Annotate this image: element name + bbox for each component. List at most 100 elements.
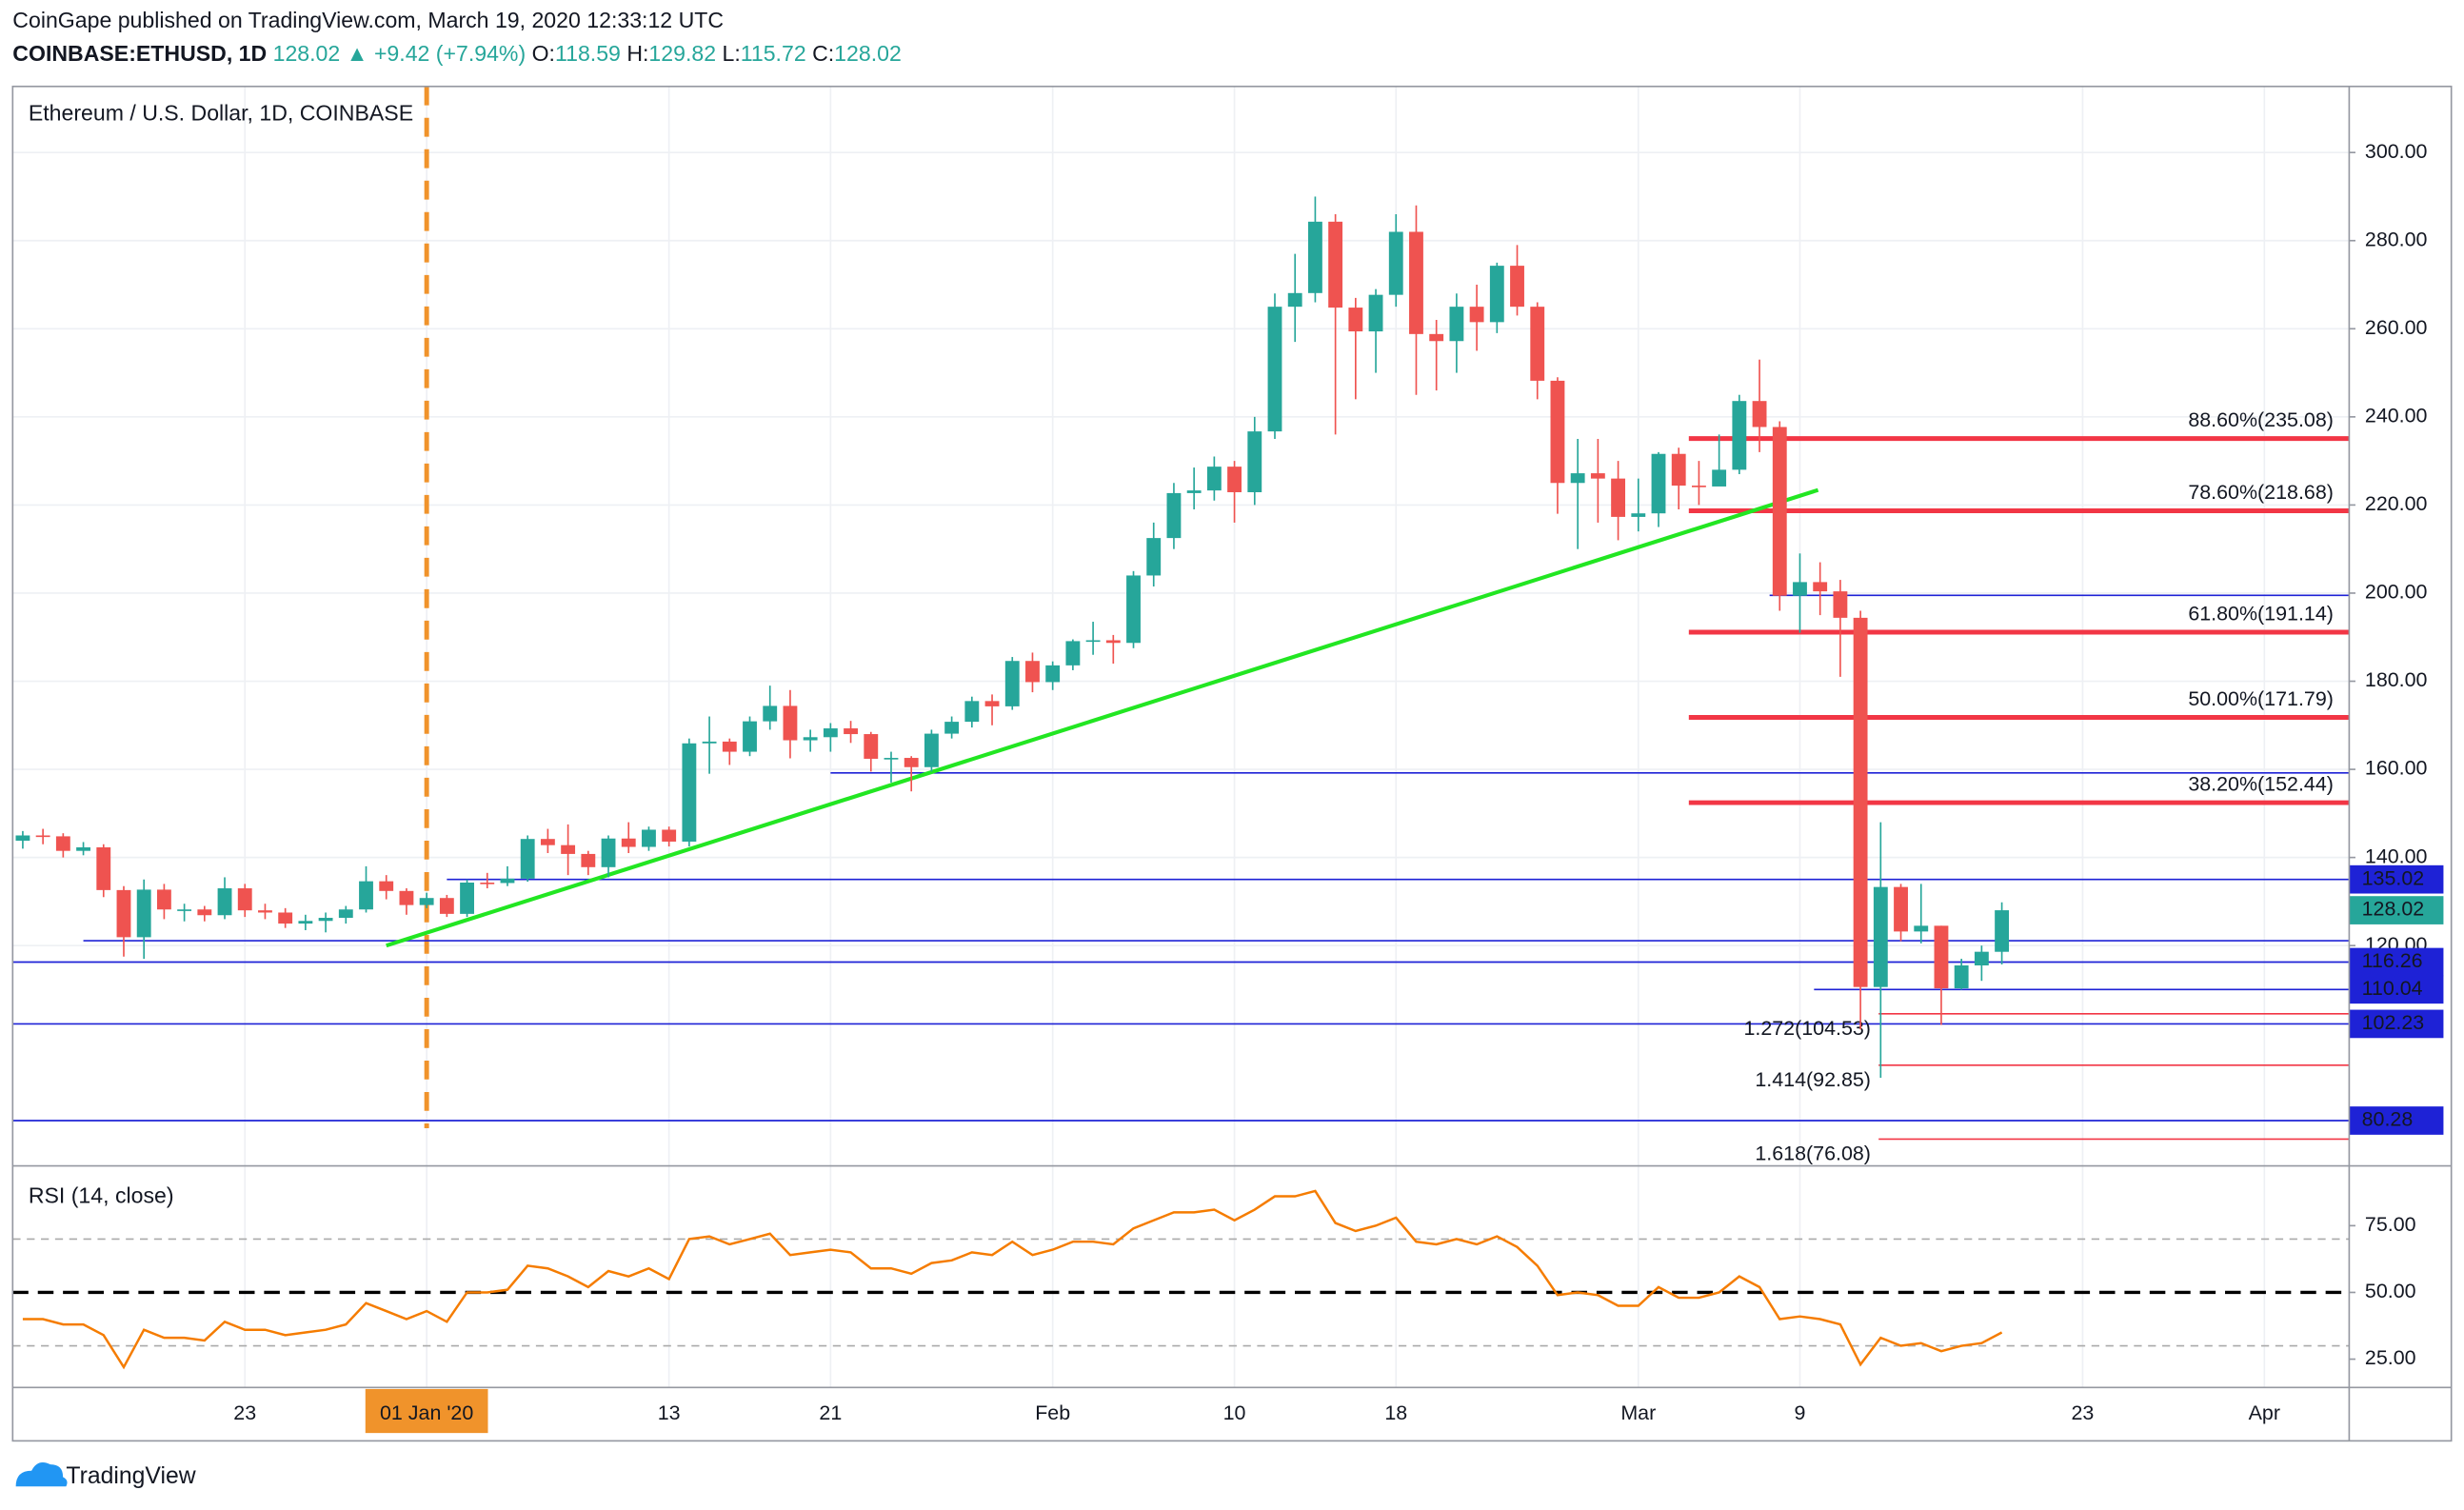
candle-body bbox=[944, 722, 960, 734]
candle-body bbox=[156, 889, 171, 910]
x-tick-label: 13 bbox=[658, 1401, 681, 1424]
frame bbox=[11, 85, 2453, 1442]
extension-label: 1.618(76.08) bbox=[1755, 1142, 1871, 1165]
candle-body bbox=[984, 701, 1000, 706]
candle-body bbox=[884, 758, 899, 760]
symbol-line: COINBASE:ETHUSD, 1D 128.02 ▲ +9.42 (+7.9… bbox=[12, 41, 902, 66]
chart-title: Ethereum / U.S. Dollar, 1D, COINBASE bbox=[29, 101, 413, 126]
candle-body bbox=[1085, 640, 1101, 643]
candle-body bbox=[1247, 431, 1262, 492]
candle-body bbox=[298, 921, 313, 924]
candle-body bbox=[96, 846, 111, 890]
candle-body bbox=[621, 838, 636, 847]
x-tick-label: 18 bbox=[1384, 1401, 1407, 1424]
candle-body bbox=[1227, 467, 1242, 492]
candle-body bbox=[823, 728, 838, 738]
candle-body bbox=[1914, 925, 1929, 932]
rsi-title: RSI (14, close) bbox=[29, 1183, 174, 1208]
candle-body bbox=[1752, 401, 1767, 427]
x-tick-label: 23 bbox=[2071, 1401, 2094, 1424]
ohlc-label: H: bbox=[626, 41, 648, 66]
price-box-label: 80.28 bbox=[2362, 1108, 2414, 1131]
y-tick-label: 220.00 bbox=[2365, 492, 2428, 515]
candle-body bbox=[217, 888, 232, 916]
candle-body bbox=[1934, 925, 1949, 989]
candle-body bbox=[258, 910, 272, 913]
candle-body bbox=[1732, 401, 1747, 470]
candle-body bbox=[1267, 307, 1282, 432]
price-box bbox=[2349, 975, 2444, 1004]
x-tick-label: 21 bbox=[819, 1401, 842, 1424]
candle-body bbox=[177, 909, 192, 911]
candle-body bbox=[500, 878, 515, 884]
candle-body bbox=[1772, 427, 1787, 596]
candle-body bbox=[1206, 467, 1222, 491]
ohlc-value: 129.82 bbox=[648, 41, 716, 66]
candle-body bbox=[1328, 221, 1343, 308]
candle-body bbox=[581, 853, 596, 867]
x-tick-label: Apr bbox=[2249, 1401, 2280, 1424]
x-tick-label: 9 bbox=[1795, 1401, 1806, 1424]
candle-body bbox=[480, 883, 495, 884]
y-tick-label: 140.00 bbox=[2365, 844, 2428, 867]
price-box bbox=[2349, 947, 2444, 977]
symbol: COINBASE:ETHUSD, 1D bbox=[12, 41, 267, 66]
y-tick-label: 50.00 bbox=[2365, 1280, 2416, 1302]
candle-body bbox=[1510, 266, 1524, 308]
y-tick-label: 260.00 bbox=[2365, 316, 2428, 339]
extension-label: 1.272(104.53) bbox=[1743, 1017, 1870, 1040]
ohlc-value: 118.59 bbox=[555, 41, 621, 66]
candle-body bbox=[116, 889, 131, 938]
ohlc-value: 128.02 bbox=[834, 41, 902, 66]
candle-body bbox=[1954, 965, 1969, 989]
logo-text: TradingView bbox=[66, 1463, 195, 1489]
candle-body bbox=[803, 737, 818, 741]
fib-label: 38.20%(152.44) bbox=[2188, 773, 2334, 796]
candle-body bbox=[1146, 538, 1162, 576]
price-box bbox=[2349, 1106, 2444, 1135]
candle-body bbox=[662, 829, 677, 842]
price-box bbox=[2349, 864, 2444, 894]
x-tick-label: Mar bbox=[1620, 1401, 1656, 1424]
candle-body bbox=[1429, 333, 1444, 342]
x-tick-highlight bbox=[365, 1388, 488, 1434]
candle-body bbox=[1025, 661, 1040, 683]
x-tick-label: 10 bbox=[1223, 1401, 1246, 1424]
trendline bbox=[386, 487, 1819, 948]
candle-body bbox=[439, 898, 454, 914]
x-tick-label: 01 Jan '20 bbox=[380, 1401, 473, 1424]
candle-body bbox=[1530, 307, 1545, 381]
logo-icon bbox=[15, 1461, 68, 1487]
candle-body bbox=[55, 836, 70, 851]
candle-body bbox=[1712, 469, 1727, 487]
candle-body bbox=[1853, 617, 1868, 987]
candle-body bbox=[1307, 221, 1322, 293]
candle-body bbox=[702, 741, 717, 744]
candle-body bbox=[1105, 640, 1121, 644]
candle-body bbox=[1409, 231, 1423, 334]
candle-body bbox=[379, 881, 394, 891]
candle-body bbox=[136, 889, 151, 938]
candle-body bbox=[1691, 486, 1706, 487]
change: ▲ +9.42 (+7.94%) bbox=[347, 41, 526, 66]
price-box-label: 116.26 bbox=[2362, 949, 2423, 972]
candle-body bbox=[1368, 294, 1383, 332]
y-tick-label: 25.00 bbox=[2365, 1346, 2416, 1369]
candle-body bbox=[1166, 492, 1182, 539]
candle-body bbox=[763, 705, 778, 722]
extension-label: 1.414(92.85) bbox=[1755, 1068, 1871, 1091]
candle-body bbox=[1449, 307, 1464, 342]
candle-body bbox=[1186, 490, 1202, 493]
candle-body bbox=[1004, 661, 1020, 706]
candle-body bbox=[1469, 307, 1484, 323]
candle-body bbox=[1671, 453, 1686, 487]
candle-body bbox=[359, 881, 373, 910]
ohlc-label: O: bbox=[532, 41, 555, 66]
plot-layer: 23 01 Jan '20 13 21 Feb 10 18 Mar 9 23 Apr120.0014… bbox=[12, 86, 2444, 1434]
y-tick-label: 75.00 bbox=[2365, 1213, 2416, 1236]
candle-body bbox=[76, 846, 90, 851]
ohlc-label: C: bbox=[812, 41, 834, 66]
x-tick-label: 23 bbox=[233, 1401, 256, 1424]
